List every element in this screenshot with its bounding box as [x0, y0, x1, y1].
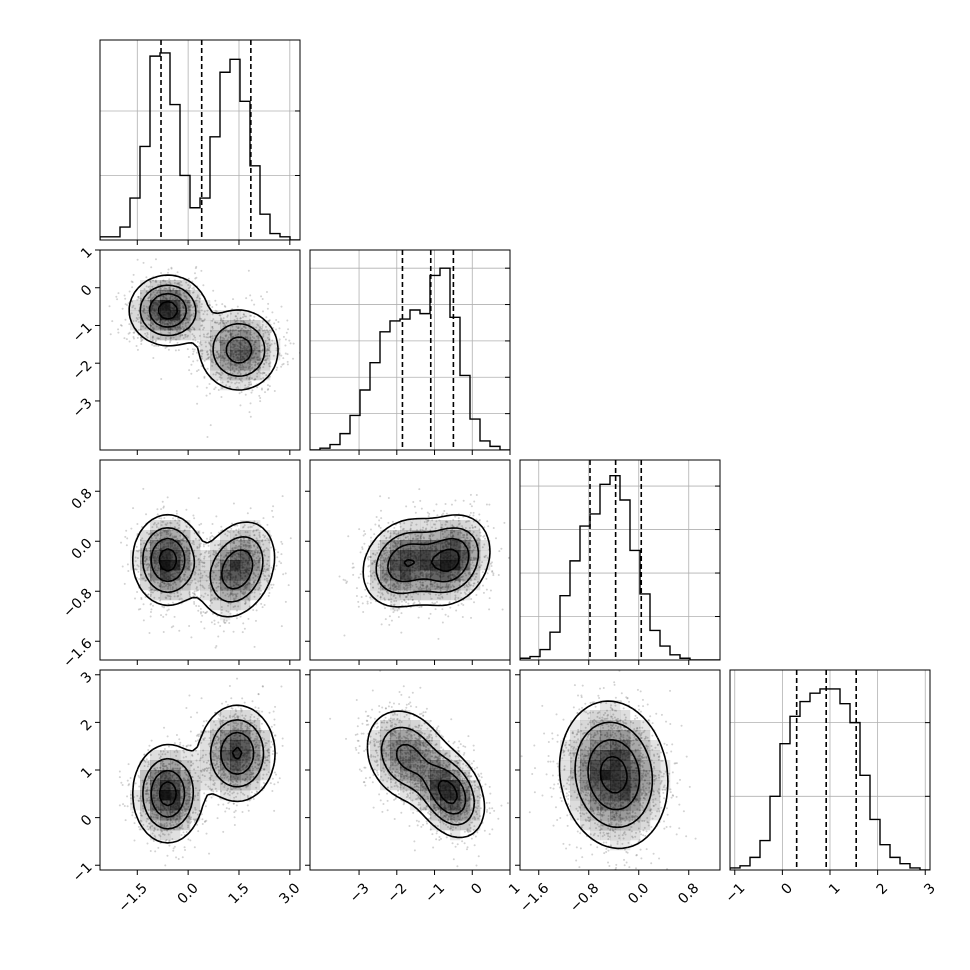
density-contour: [375, 527, 480, 595]
y-tick-label: 2: [78, 717, 96, 735]
y-tick-label: −2: [70, 358, 96, 384]
density-contour: [132, 704, 276, 844]
y-tick-label: 1: [78, 764, 96, 782]
histogram-step-3: [730, 688, 930, 870]
joint-panel-3-2: [519, 669, 721, 871]
ticks-1-0: [95, 249, 291, 455]
density-contour: [574, 721, 654, 829]
x-tick-label: 0.0: [175, 880, 202, 907]
y-tick-label: −1: [70, 860, 96, 886]
x-tick-label: 0: [778, 880, 796, 898]
density-contour: [139, 284, 266, 377]
density-contour: [132, 513, 276, 618]
x-tick-label: −2: [384, 880, 410, 906]
ticks-0-0: [136, 240, 291, 245]
joint-frame: [99, 249, 301, 451]
density-contour: [558, 700, 669, 850]
density-contour: [128, 274, 279, 391]
x-tick-label: −1.6: [517, 880, 552, 915]
y-tick-label: 0.8: [69, 486, 96, 513]
x-tick-label: 3.0: [276, 880, 303, 907]
density-contour: [150, 537, 254, 590]
histogram-panel-0: [99, 39, 301, 241]
x-tick-label: −1: [722, 880, 748, 906]
density-shading: [130, 280, 281, 391]
x-tick-label: 0.0: [625, 880, 652, 907]
density-contour: [142, 719, 265, 830]
x-tick-label: −1.5: [116, 880, 151, 915]
density-contour: [387, 537, 470, 583]
density-contour: [150, 731, 255, 818]
y-tick-label: 3: [78, 669, 96, 687]
x-tick-label: 1: [826, 880, 844, 898]
joint-panel-3-0: [99, 669, 301, 871]
density-contour: [142, 527, 264, 603]
y-tick-label: 0: [78, 282, 96, 300]
x-tick-label: 3: [921, 880, 939, 898]
histogram-frame: [309, 249, 511, 451]
x-tick-label: 2: [874, 880, 892, 898]
histogram-panel-2: [519, 459, 721, 661]
x-tick-label: −3: [347, 880, 373, 906]
density-contour: [403, 548, 460, 572]
ticks-2-2: [538, 660, 690, 665]
y-tick-label: 1: [78, 244, 96, 262]
density-contour: [380, 726, 476, 826]
density-contour: [158, 746, 243, 807]
density-contour: [599, 755, 628, 794]
y-tick-label: 0.0: [69, 536, 96, 563]
histogram-frame: [519, 459, 721, 661]
density-contour: [395, 743, 467, 815]
x-tick-label: 0.8: [675, 880, 702, 907]
y-tick-label: 0: [78, 812, 96, 830]
histogram-panel-3: [729, 669, 931, 871]
x-tick-label: 0: [468, 880, 486, 898]
density-shading: [560, 700, 671, 851]
joint-panel-3-1: [309, 669, 511, 871]
ticks-1-1: [358, 450, 511, 455]
density-contour: [148, 292, 253, 364]
density-shading: [130, 710, 271, 841]
y-tick-label: −3: [70, 395, 96, 421]
histogram-step-1: [310, 267, 510, 450]
density-contour: [437, 779, 458, 805]
density-contour: [158, 548, 177, 572]
y-tick-label: −1: [70, 320, 96, 346]
density-contour: [362, 514, 491, 608]
joint-frame: [99, 459, 301, 661]
histogram-panel-1: [309, 249, 511, 451]
ticks-3-2: [515, 674, 690, 875]
x-tick-label: −0.8: [567, 880, 602, 915]
x-tick-label: 1.5: [226, 880, 253, 907]
y-tick-label: −0.8: [60, 586, 95, 621]
ticks-3-1: [305, 674, 511, 875]
histogram-frame: [99, 39, 301, 241]
x-tick-label: 1: [506, 880, 524, 898]
joint-panel-2-1: [309, 459, 511, 661]
y-tick-label: −1.6: [60, 636, 95, 671]
x-tick-label: −1: [422, 880, 448, 906]
joint-frame: [309, 459, 511, 661]
density-contour: [157, 300, 178, 320]
density-contour: [366, 710, 486, 839]
joint-panel-1-0: [99, 249, 301, 451]
ticks-3-3: [734, 870, 926, 875]
density-contour: [587, 739, 641, 811]
ticks-2-0: [95, 490, 291, 665]
ticks-3-0: [95, 674, 291, 875]
histogram-step-2: [520, 474, 720, 660]
joint-panel-2-0: [99, 459, 301, 661]
histogram-step-0: [100, 52, 300, 240]
ticks-2-1: [305, 490, 511, 665]
